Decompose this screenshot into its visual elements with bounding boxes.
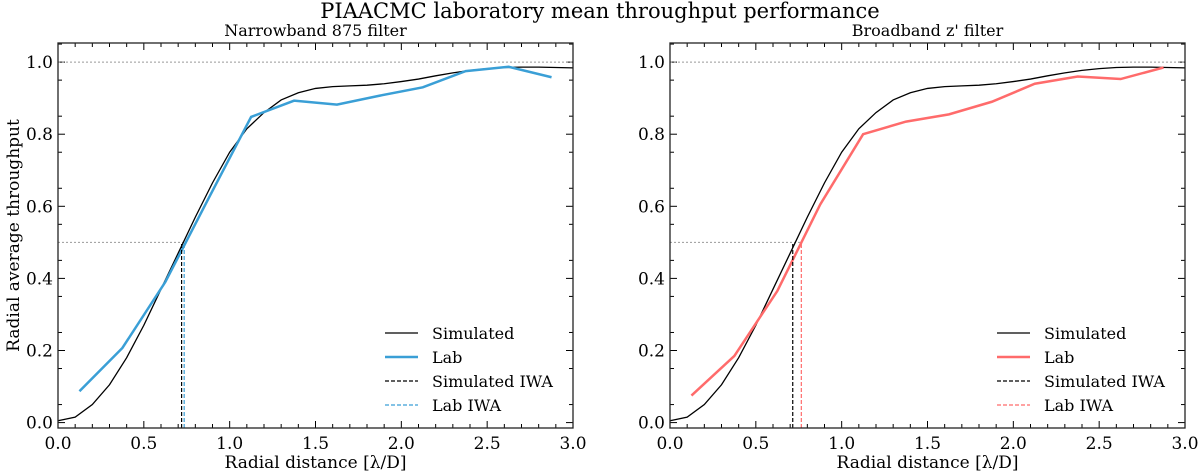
x-axis-label: Radial distance [λ/D] <box>225 453 407 473</box>
series-lab-line <box>78 65 552 393</box>
x-tick-label: 3.0 <box>1171 434 1198 454</box>
panel-title: Broadband z' filter <box>852 21 1004 40</box>
x-tick-label: 1.0 <box>828 434 855 454</box>
x-tick-label: 0.5 <box>130 434 157 454</box>
series-simulated-line <box>57 66 574 422</box>
legend-label: Lab IWA <box>432 396 501 415</box>
y-tick-label: 0.0 <box>638 414 665 434</box>
y-tick-label: 0.2 <box>26 341 53 361</box>
y-axis-label: Radial average throughput <box>4 119 24 352</box>
x-tick-label: 1.0 <box>216 434 243 454</box>
legend-label: Simulated <box>432 324 514 343</box>
x-tick-label: 0.5 <box>742 434 769 454</box>
y-tick-label: 0.4 <box>638 269 665 289</box>
x-tick-label: 0.0 <box>44 434 71 454</box>
panel-broadband: Broadband z' filter Radial distance [λ/D]… <box>638 21 1199 473</box>
legend-label: Simulated IWA <box>1044 372 1165 391</box>
x-tick-label: 1.5 <box>914 434 941 454</box>
y-tick-label: 1.0 <box>26 53 53 73</box>
legend-label: Simulated <box>1044 324 1126 343</box>
x-tick-label: 2.5 <box>474 434 501 454</box>
x-tick-label: 0.0 <box>656 434 683 454</box>
axes-frame <box>57 42 574 429</box>
y-tick-label: 0.0 <box>26 414 53 434</box>
x-tick-label: 2.5 <box>1086 434 1113 454</box>
y-tick-label: 1.0 <box>638 53 665 73</box>
y-tick-label: 0.6 <box>638 197 665 217</box>
figure-title: PIAACMC laboratory mean throughput perfo… <box>320 0 879 23</box>
y-tick-label: 0.6 <box>26 197 53 217</box>
x-tick-label: 1.5 <box>302 434 329 454</box>
y-tick-label: 0.4 <box>26 269 53 289</box>
x-tick-label: 2.0 <box>1000 434 1027 454</box>
legend-label: Simulated IWA <box>432 372 553 391</box>
axes-frame <box>669 42 1186 429</box>
series-simulated-line <box>669 66 1186 422</box>
y-tick-label: 0.2 <box>638 341 665 361</box>
legend-label: Lab <box>432 348 462 367</box>
y-tick-label: 0.8 <box>638 125 665 145</box>
series-lab-line <box>690 66 1164 397</box>
x-tick-label: 3.0 <box>559 434 586 454</box>
y-tick-label: 0.8 <box>26 125 53 145</box>
panel-title: Narrowband 875 filter <box>224 21 407 40</box>
x-axis-label: Radial distance [λ/D] <box>837 453 1019 473</box>
panel-narrowband: Narrowband 875 filter Radial distance [λ/… <box>4 21 587 473</box>
x-tick-label: 2.0 <box>388 434 415 454</box>
legend-label: Lab IWA <box>1044 396 1113 415</box>
legend-label: Lab <box>1044 348 1074 367</box>
